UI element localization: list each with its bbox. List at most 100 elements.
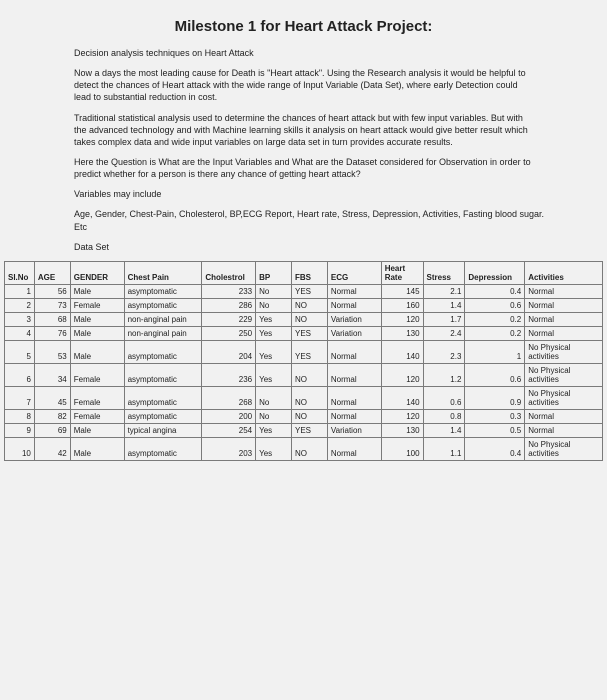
- cell-gender: Male: [70, 284, 124, 298]
- cell-fbs: YES: [292, 340, 328, 363]
- cell-ecg: Normal: [327, 340, 381, 363]
- cell-heart: 160: [381, 298, 423, 312]
- cell-fbs: YES: [292, 284, 328, 298]
- paragraph-2: Now a days the most leading cause for De…: [24, 67, 583, 103]
- paragraph-4: Here the Question is What are the Input …: [24, 156, 583, 180]
- cell-age: 34: [34, 363, 70, 386]
- cell-heart: 120: [381, 312, 423, 326]
- cell-bp: Yes: [256, 340, 292, 363]
- cell-heart: 120: [381, 363, 423, 386]
- col-header-chest: Chest Pain: [124, 261, 202, 284]
- cell-chol: 233: [202, 284, 256, 298]
- cell-gender: Female: [70, 386, 124, 409]
- cell-heart: 140: [381, 386, 423, 409]
- cell-slno: 4: [5, 326, 35, 340]
- cell-heart: 130: [381, 423, 423, 437]
- cell-gender: Male: [70, 340, 124, 363]
- col-header-depr: Depression: [465, 261, 525, 284]
- cell-bp: No: [256, 409, 292, 423]
- cell-slno: 10: [5, 437, 35, 460]
- cell-fbs: NO: [292, 386, 328, 409]
- cell-bp: No: [256, 284, 292, 298]
- cell-act: Normal: [525, 423, 603, 437]
- cell-stress: 2.1: [423, 284, 465, 298]
- cell-ecg: Variation: [327, 312, 381, 326]
- cell-bp: Yes: [256, 423, 292, 437]
- cell-act: Normal: [525, 326, 603, 340]
- cell-chol: 203: [202, 437, 256, 460]
- table-row: 476Malenon-anginal pain250YesYESVariatio…: [5, 326, 603, 340]
- data-table: SI.No AGE GENDER Chest Pain Cholestrol B…: [4, 261, 603, 461]
- cell-chest: asymptomatic: [124, 284, 202, 298]
- table-header-row: SI.No AGE GENDER Chest Pain Cholestrol B…: [5, 261, 603, 284]
- cell-stress: 1.4: [423, 423, 465, 437]
- cell-slno: 6: [5, 363, 35, 386]
- cell-chol: 236: [202, 363, 256, 386]
- cell-chest: asymptomatic: [124, 363, 202, 386]
- cell-bp: No: [256, 386, 292, 409]
- paragraph-7: Data Set: [24, 241, 583, 253]
- cell-stress: 0.8: [423, 409, 465, 423]
- cell-stress: 1.1: [423, 437, 465, 460]
- cell-age: 82: [34, 409, 70, 423]
- col-header-age: AGE: [34, 261, 70, 284]
- cell-gender: Male: [70, 423, 124, 437]
- cell-chol: 204: [202, 340, 256, 363]
- cell-depr: 0.4: [465, 437, 525, 460]
- table-row: 273Femaleasymptomatic286NoNONormal1601.4…: [5, 298, 603, 312]
- table-row: 969Maletypical angina254YesYESVariation1…: [5, 423, 603, 437]
- cell-heart: 120: [381, 409, 423, 423]
- cell-depr: 0.5: [465, 423, 525, 437]
- cell-gender: Male: [70, 312, 124, 326]
- cell-ecg: Variation: [327, 326, 381, 340]
- cell-act: No Physical activities: [525, 437, 603, 460]
- cell-heart: 140: [381, 340, 423, 363]
- table-row: 634Femaleasymptomatic236YesNONormal1201.…: [5, 363, 603, 386]
- table-row: 882Femaleasymptomatic200NoNONormal1200.8…: [5, 409, 603, 423]
- cell-fbs: NO: [292, 298, 328, 312]
- table-row: 1042Maleasymptomatic203YesNONormal1001.1…: [5, 437, 603, 460]
- cell-bp: Yes: [256, 326, 292, 340]
- cell-act: No Physical activities: [525, 386, 603, 409]
- cell-chest: asymptomatic: [124, 437, 202, 460]
- cell-stress: 1.4: [423, 298, 465, 312]
- cell-heart: 130: [381, 326, 423, 340]
- cell-stress: 1.7: [423, 312, 465, 326]
- cell-bp: Yes: [256, 363, 292, 386]
- cell-bp: Yes: [256, 312, 292, 326]
- cell-stress: 0.6: [423, 386, 465, 409]
- cell-chest: non-anginal pain: [124, 326, 202, 340]
- cell-fbs: YES: [292, 326, 328, 340]
- page-title: Milestone 1 for Heart Attack Project:: [24, 18, 583, 35]
- cell-fbs: NO: [292, 437, 328, 460]
- cell-chest: asymptomatic: [124, 409, 202, 423]
- cell-ecg: Normal: [327, 284, 381, 298]
- cell-depr: 0.2: [465, 326, 525, 340]
- col-header-stress: Stress: [423, 261, 465, 284]
- cell-gender: Female: [70, 298, 124, 312]
- table-row: 553Maleasymptomatic204YesYESNormal1402.3…: [5, 340, 603, 363]
- paragraph-3: Traditional statistical analysis used to…: [24, 112, 583, 148]
- paragraph-1: Decision analysis techniques on Heart At…: [24, 47, 583, 59]
- cell-chest: asymptomatic: [124, 386, 202, 409]
- cell-slno: 9: [5, 423, 35, 437]
- cell-fbs: NO: [292, 312, 328, 326]
- data-table-container: SI.No AGE GENDER Chest Pain Cholestrol B…: [4, 261, 603, 461]
- cell-stress: 2.4: [423, 326, 465, 340]
- cell-age: 73: [34, 298, 70, 312]
- table-row: 368Malenon-anginal pain229YesNOVariation…: [5, 312, 603, 326]
- col-header-bp: BP: [256, 261, 292, 284]
- cell-ecg: Normal: [327, 363, 381, 386]
- col-header-slno: SI.No: [5, 261, 35, 284]
- cell-depr: 0.9: [465, 386, 525, 409]
- cell-slno: 7: [5, 386, 35, 409]
- cell-age: 68: [34, 312, 70, 326]
- col-header-gender: GENDER: [70, 261, 124, 284]
- cell-ecg: Normal: [327, 386, 381, 409]
- paragraph-6: Age, Gender, Chest-Pain, Cholesterol, BP…: [24, 208, 583, 232]
- cell-depr: 0.2: [465, 312, 525, 326]
- cell-chol: 250: [202, 326, 256, 340]
- cell-stress: 1.2: [423, 363, 465, 386]
- cell-act: Normal: [525, 312, 603, 326]
- cell-slno: 1: [5, 284, 35, 298]
